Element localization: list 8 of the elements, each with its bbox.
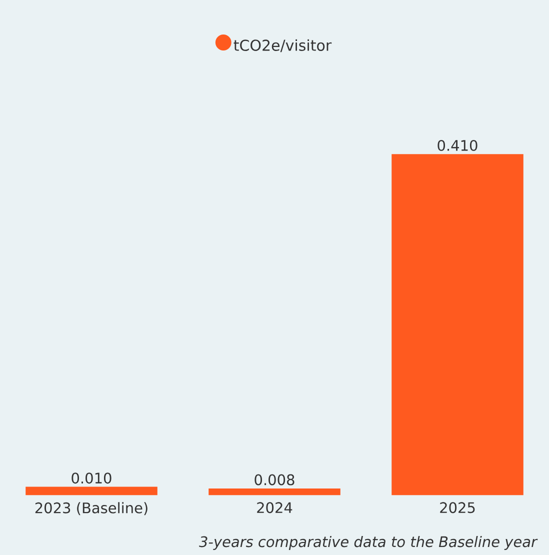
x-tick-label: 2023 (Baseline) [35, 502, 148, 516]
x-tick-label: 2025 [440, 502, 475, 514]
data-label: 0.008 [254, 474, 294, 486]
legend-label: tCO2e/visitor [234, 39, 332, 52]
data-label: 0.410 [438, 140, 478, 151]
data-label: 0.010 [72, 472, 112, 484]
x-tick-label: 2024 [257, 502, 292, 514]
text: 3-years comparative data to the Baseline year [199, 536, 538, 550]
